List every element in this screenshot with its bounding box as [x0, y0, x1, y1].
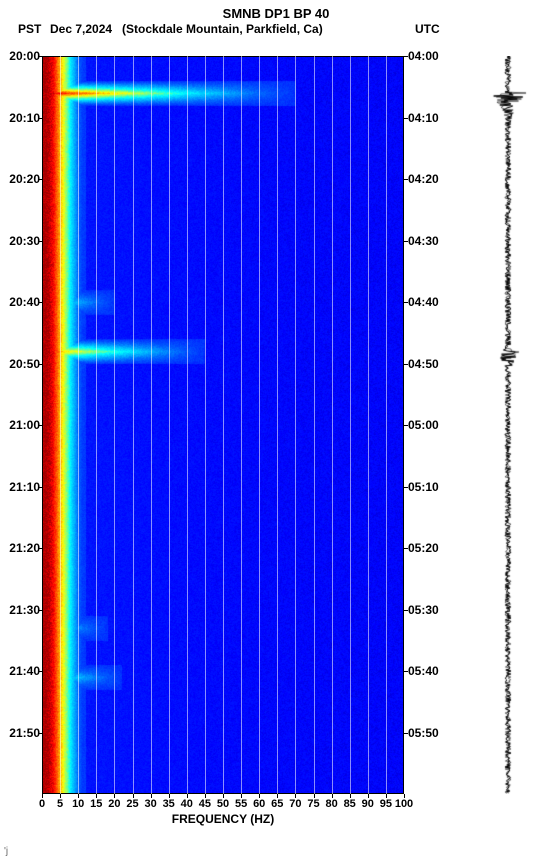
ytick-right: 04:20 [408, 172, 468, 186]
spectrogram-plot [42, 56, 404, 794]
ytick-right: 04:40 [408, 295, 468, 309]
xtick: 65 [271, 798, 283, 810]
xtick: 70 [289, 798, 301, 810]
ytick-right: 05:20 [408, 541, 468, 555]
xtick: 60 [253, 798, 265, 810]
ytick-left: 21:10 [0, 480, 40, 494]
xtick: 85 [344, 798, 356, 810]
date-label: Dec 7,2024 [50, 22, 112, 36]
xtick: 25 [126, 798, 138, 810]
timezone-right-label: UTC [415, 22, 440, 36]
ytick-left: 21:00 [0, 418, 40, 432]
ytick-left: 21:40 [0, 664, 40, 678]
xtick: 55 [235, 798, 247, 810]
xtick: 80 [325, 798, 337, 810]
ytick-left: 20:00 [0, 49, 40, 63]
ytick-left: 21:20 [0, 541, 40, 555]
ytick-right: 04:00 [408, 49, 468, 63]
seismogram-trace [488, 56, 528, 794]
ytick-left: 21:50 [0, 726, 40, 740]
xtick: 10 [72, 798, 84, 810]
xtick: 95 [380, 798, 392, 810]
ytick-right: 05:00 [408, 418, 468, 432]
ytick-left: 21:30 [0, 603, 40, 617]
xtick: 90 [362, 798, 374, 810]
xtick: 35 [163, 798, 175, 810]
ytick-right: 05:10 [408, 480, 468, 494]
ytick-right: 04:50 [408, 357, 468, 371]
xtick: 20 [108, 798, 120, 810]
trace-canvas [488, 56, 528, 794]
xtick: 50 [217, 798, 229, 810]
footer-mark: 'j [4, 846, 8, 857]
ytick-left: 20:10 [0, 111, 40, 125]
x-axis-label: FREQUENCY (HZ) [42, 812, 404, 826]
xtick: 40 [181, 798, 193, 810]
ytick-left: 20:20 [0, 172, 40, 186]
spectrogram-canvas [42, 56, 404, 794]
xtick: 0 [39, 798, 45, 810]
ytick-right: 05:30 [408, 603, 468, 617]
xtick: 75 [307, 798, 319, 810]
location-label: (Stockdale Mountain, Parkfield, Ca) [122, 22, 323, 36]
timezone-left-label: PST [18, 22, 41, 36]
ytick-right: 04:10 [408, 111, 468, 125]
xtick: 100 [395, 798, 413, 810]
ytick-left: 20:40 [0, 295, 40, 309]
xtick: 30 [144, 798, 156, 810]
ytick-right: 05:40 [408, 664, 468, 678]
plot-title: SMNB DP1 BP 40 [0, 6, 552, 21]
ytick-left: 20:30 [0, 234, 40, 248]
ytick-left: 20:50 [0, 357, 40, 371]
xtick: 5 [57, 798, 63, 810]
xtick: 45 [199, 798, 211, 810]
xtick: 15 [90, 798, 102, 810]
ytick-right: 04:30 [408, 234, 468, 248]
ytick-right: 05:50 [408, 726, 468, 740]
